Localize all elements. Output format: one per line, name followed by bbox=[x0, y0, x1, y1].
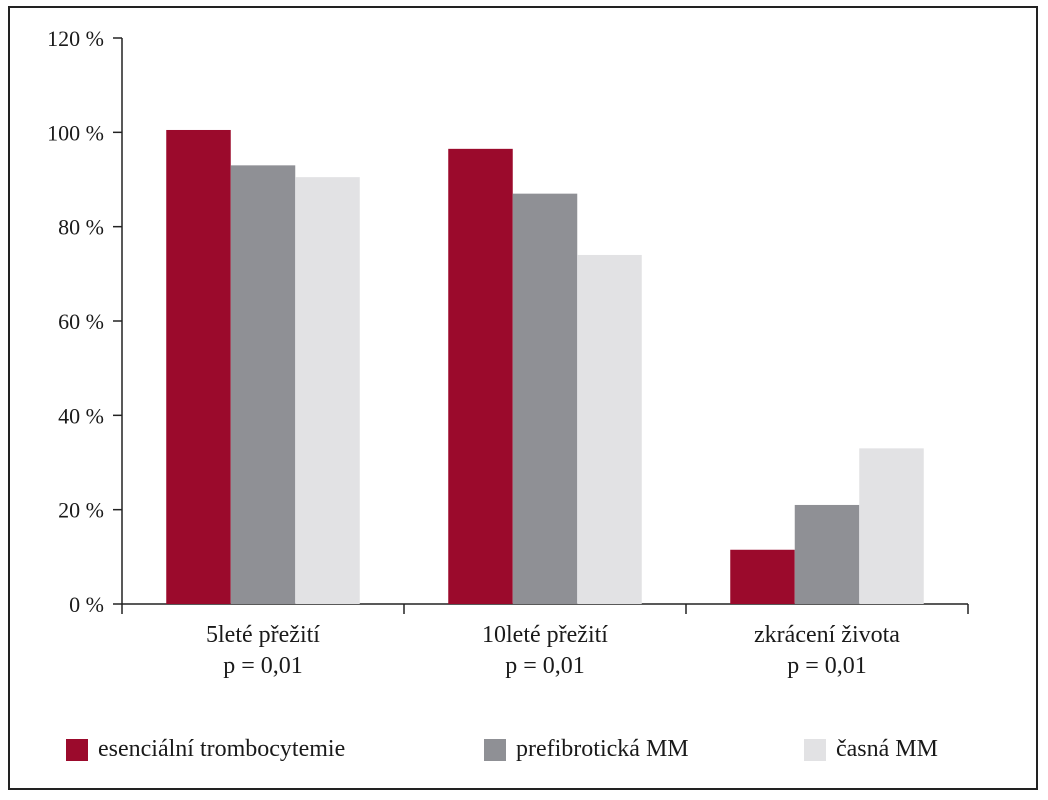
bar-prefibroticka-mm-3 bbox=[794, 504, 860, 604]
bar-prefibroticka-mm-1 bbox=[230, 165, 296, 604]
chart-frame bbox=[8, 6, 1038, 790]
chart-legend: esenciální trombocytemie prefibrotická M… bbox=[66, 736, 1026, 766]
bar-esencialni-trombocytemie-3 bbox=[730, 549, 795, 604]
y-tick-label: 20 % bbox=[58, 498, 104, 523]
y-tick-label: 60 % bbox=[58, 309, 104, 334]
legend-swatch-casna-mm bbox=[804, 738, 826, 761]
legend-swatch-prefibroticka-mm bbox=[484, 738, 506, 761]
bar-esencialni-trombocytemie-1 bbox=[166, 129, 231, 604]
category-label: 5leté přežití bbox=[206, 622, 320, 648]
y-tick-label: 0 % bbox=[69, 592, 104, 617]
category-sublabel: p = 0,01 bbox=[505, 653, 585, 679]
legend-item-casna-mm: časná MM bbox=[804, 736, 938, 763]
bar-casna-mm-3 bbox=[859, 448, 924, 604]
y-tick-label: 100 % bbox=[47, 120, 104, 145]
legend-item-esencialni-trombocytemie: esenciální trombocytemie bbox=[66, 736, 345, 763]
y-tick-label: 40 % bbox=[58, 403, 104, 428]
legend-item-prefibroticka-mm: prefibrotická MM bbox=[484, 736, 689, 763]
bar-casna-mm-1 bbox=[295, 177, 360, 604]
category-sublabel: p = 0,01 bbox=[787, 653, 867, 679]
bar-prefibroticka-mm-2 bbox=[512, 193, 578, 604]
category-sublabel: p = 0,01 bbox=[223, 653, 303, 679]
chart-labels: 0 % 20 % 40 % 60 % 80 % 100 % 120 % 5leté přeži… bbox=[47, 26, 900, 679]
legend-label-esencialni-trombocytemie: esenciální trombocytemie bbox=[98, 736, 346, 762]
legend-label-prefibroticka-mm: prefibrotická MM bbox=[516, 736, 689, 762]
legend-swatch-esencialni-trombocytemie bbox=[66, 738, 88, 761]
y-tick-label: 80 % bbox=[58, 215, 104, 240]
category-label: 10leté přežití bbox=[482, 622, 608, 648]
legend-label-casna-mm: časná MM bbox=[836, 736, 938, 762]
bar-esencialni-trombocytemie-2 bbox=[448, 148, 513, 604]
y-tick-label: 120 % bbox=[47, 26, 104, 51]
chart-bars bbox=[166, 129, 924, 604]
bar-casna-mm-2 bbox=[577, 254, 642, 604]
category-label: zkrácení života bbox=[754, 622, 900, 648]
